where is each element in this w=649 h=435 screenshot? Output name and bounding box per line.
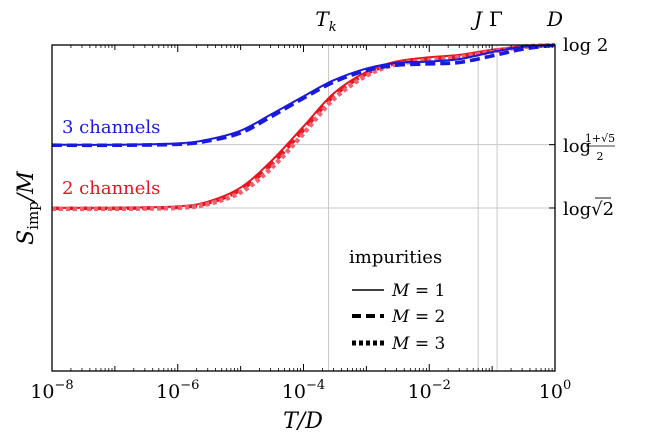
top-marker-j: J xyxy=(470,7,483,31)
x-tick-label-3: 10−2 xyxy=(408,378,451,403)
top-marker-d: D xyxy=(546,7,563,31)
top-marker-tk: Tk xyxy=(315,7,336,35)
series-3-channels-dashed xyxy=(51,43,556,148)
svg-text:M = 2: M = 2 xyxy=(391,307,445,327)
legend-entry-m1: M = 1 xyxy=(352,281,445,301)
right-y-tick-log2: log 2 xyxy=(563,35,608,56)
legend-entry-m2: M = 2 xyxy=(352,307,445,327)
svg-text:M = 3: M = 3 xyxy=(391,334,445,354)
right-y-tick-log-sqrt2: log√2 xyxy=(563,197,614,220)
annotation-3-channels: 3 channels xyxy=(62,117,160,138)
x-tick-label-2: 10−4 xyxy=(282,378,325,403)
svg-text:1+√5: 1+√5 xyxy=(585,132,615,145)
y-axis-label: Simp/M xyxy=(14,171,42,245)
svg-text:2: 2 xyxy=(597,150,604,163)
series-2-channels-dotted xyxy=(51,42,556,212)
svg-text:M = 1: M = 1 xyxy=(391,281,445,301)
legend-title: impurities xyxy=(349,247,442,268)
x-tick-label-0: 10−8 xyxy=(30,378,73,403)
top-marker-gamma: Γ xyxy=(489,7,503,31)
annotation-2-channels: 2 channels xyxy=(62,178,160,199)
x-axis-label: T/D xyxy=(283,409,323,434)
svg-text:log√2: log√2 xyxy=(563,199,614,220)
legend-entry-m3: M = 3 xyxy=(352,334,445,354)
axis-ticks xyxy=(51,44,556,371)
series-lines xyxy=(51,42,556,212)
svg-text:log: log xyxy=(563,136,591,157)
right-y-tick-log-golden: log 1+√5 2 xyxy=(563,132,615,163)
x-tick-label-4: 100 xyxy=(539,378,571,403)
svg-text:log 2: log 2 xyxy=(563,35,608,56)
x-tick-label-1: 10−6 xyxy=(156,378,199,403)
x-tick-labels: 10−8 10−6 10−4 10−2 100 xyxy=(30,378,571,403)
legend: impurities M = 1 M = 2 M = 3 xyxy=(349,247,445,354)
